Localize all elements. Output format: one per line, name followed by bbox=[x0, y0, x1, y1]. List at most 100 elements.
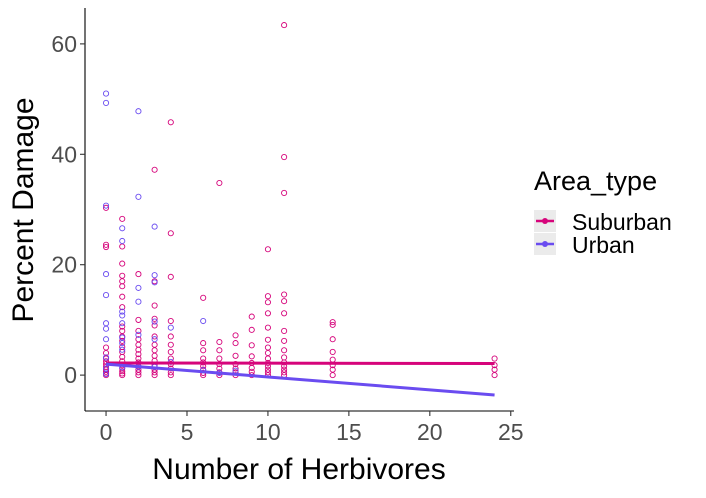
points-layer bbox=[103, 22, 498, 379]
data-point-urban bbox=[103, 354, 110, 361]
data-point-suburban bbox=[135, 271, 142, 278]
data-point-suburban bbox=[281, 369, 288, 376]
trend-lines-layer bbox=[105, 361, 495, 397]
data-point-urban bbox=[167, 324, 174, 331]
data-point-suburban bbox=[232, 332, 239, 339]
data-point-suburban bbox=[281, 153, 288, 161]
legend-key-urban-marker bbox=[542, 241, 548, 247]
data-point-suburban bbox=[167, 230, 174, 237]
data-point-suburban bbox=[151, 341, 158, 348]
data-point-suburban bbox=[281, 22, 288, 29]
data-point-urban bbox=[151, 318, 158, 325]
axes-layer bbox=[84, 8, 514, 412]
data-point-urban bbox=[119, 312, 126, 319]
data-point-urban bbox=[151, 279, 158, 286]
trend-line-urban bbox=[105, 362, 495, 397]
x-tick-label: 25 bbox=[498, 419, 524, 445]
data-point-urban bbox=[103, 292, 110, 299]
data-point-urban bbox=[103, 336, 110, 343]
data-point-urban bbox=[103, 90, 110, 97]
data-point-suburban bbox=[119, 293, 126, 300]
data-point-suburban bbox=[103, 204, 110, 211]
data-point-suburban bbox=[167, 333, 174, 340]
data-point-suburban bbox=[491, 366, 498, 373]
y-axis-label: Percent Damage bbox=[7, 97, 40, 322]
data-point-suburban bbox=[151, 352, 158, 359]
data-point-suburban bbox=[329, 336, 336, 343]
ticks-layer: 0 5 10 15 20 25 0 20 40 60 bbox=[51, 31, 523, 445]
data-point-urban bbox=[151, 223, 158, 230]
y-tick-label: 0 bbox=[64, 362, 77, 388]
data-point-suburban bbox=[491, 355, 498, 362]
data-point-suburban bbox=[135, 351, 142, 358]
data-point-suburban bbox=[232, 340, 239, 347]
data-point-suburban bbox=[200, 294, 207, 301]
data-point-urban bbox=[119, 225, 126, 232]
data-point-suburban bbox=[151, 333, 158, 340]
data-point-suburban bbox=[216, 338, 223, 346]
legend-title: Area_type bbox=[534, 166, 657, 196]
data-point-suburban bbox=[264, 299, 271, 306]
data-point-suburban bbox=[119, 368, 126, 375]
y-tick-label: 40 bbox=[51, 141, 77, 167]
data-point-suburban bbox=[135, 327, 142, 335]
data-point-suburban bbox=[135, 355, 142, 362]
data-point-suburban bbox=[135, 316, 142, 323]
data-point-urban bbox=[135, 331, 142, 338]
data-point-suburban bbox=[264, 344, 271, 351]
data-point-suburban bbox=[281, 327, 288, 335]
data-point-urban bbox=[103, 202, 110, 209]
data-point-suburban bbox=[167, 341, 174, 348]
data-point-urban bbox=[103, 325, 110, 332]
data-point-suburban bbox=[248, 353, 255, 360]
data-point-suburban bbox=[264, 246, 271, 253]
data-point-suburban bbox=[167, 348, 174, 355]
data-point-suburban bbox=[103, 243, 110, 251]
data-point-suburban bbox=[264, 369, 271, 376]
y-tick-label: 20 bbox=[51, 252, 77, 278]
data-point-urban bbox=[103, 271, 110, 278]
data-point-suburban bbox=[119, 304, 126, 311]
data-point-suburban bbox=[119, 323, 126, 330]
data-point-suburban bbox=[329, 356, 336, 363]
data-point-urban bbox=[119, 308, 126, 315]
data-point-suburban bbox=[329, 366, 336, 373]
data-point-suburban bbox=[151, 347, 158, 354]
data-point-suburban bbox=[151, 166, 158, 173]
data-point-suburban bbox=[167, 372, 174, 379]
data-point-suburban bbox=[248, 364, 255, 371]
data-point-suburban bbox=[119, 327, 126, 335]
data-point-suburban bbox=[151, 302, 158, 309]
data-point-urban bbox=[119, 237, 126, 245]
data-point-suburban bbox=[135, 336, 142, 343]
data-point-suburban bbox=[264, 310, 271, 317]
legend: Area_type Suburban Urban bbox=[534, 166, 672, 258]
data-point-suburban bbox=[119, 343, 126, 351]
data-point-urban bbox=[119, 320, 126, 327]
data-point-suburban bbox=[167, 355, 174, 362]
data-point-urban bbox=[103, 99, 110, 106]
data-point-urban bbox=[119, 334, 126, 341]
data-point-suburban bbox=[329, 319, 336, 326]
data-point-suburban bbox=[281, 189, 288, 196]
data-point-suburban bbox=[167, 119, 174, 126]
data-point-suburban bbox=[248, 326, 255, 333]
legend-key-suburban-marker bbox=[542, 218, 548, 224]
data-point-suburban bbox=[151, 315, 158, 322]
data-point-suburban bbox=[281, 298, 288, 305]
data-point-suburban bbox=[200, 340, 207, 347]
data-point-suburban bbox=[151, 322, 158, 329]
data-point-suburban bbox=[264, 336, 271, 343]
data-point-suburban bbox=[119, 272, 126, 279]
data-point-suburban bbox=[248, 342, 255, 349]
data-point-suburban bbox=[264, 366, 271, 373]
data-point-urban bbox=[103, 320, 110, 327]
data-point-suburban bbox=[119, 243, 126, 250]
data-point-urban bbox=[119, 346, 126, 353]
data-point-suburban bbox=[281, 354, 288, 361]
x-tick-label: 20 bbox=[417, 419, 443, 445]
data-point-suburban bbox=[119, 215, 126, 222]
x-axis-label: Number of Herbivores bbox=[152, 453, 445, 486]
data-point-suburban bbox=[200, 355, 207, 362]
